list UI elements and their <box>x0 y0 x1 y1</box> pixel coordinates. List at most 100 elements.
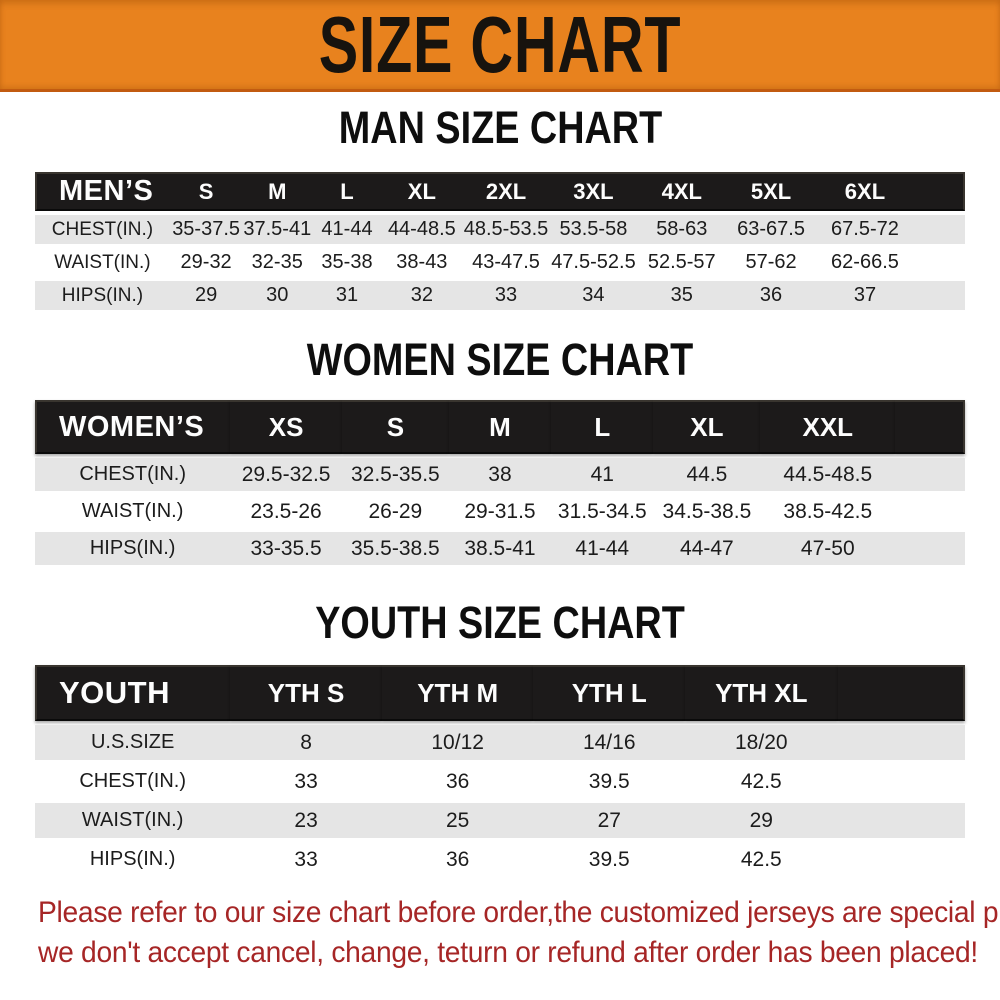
column-header: L <box>551 400 654 454</box>
size-value: 39.5 <box>588 769 630 793</box>
size-value: 43-47.5 <box>472 251 540 273</box>
table-row: HIPS(IN.) 33 36 39.5 42.5 <box>35 842 965 877</box>
size-value: 32 <box>381 281 462 310</box>
size-value: 33 <box>294 847 318 871</box>
column-header: XL <box>653 400 761 454</box>
column-header: YTH XL <box>685 665 838 721</box>
size-value: 36 <box>445 847 470 871</box>
size-value: 32.5-35.5 <box>341 458 449 491</box>
size-chart-banner: SIZE CHART <box>0 0 1000 92</box>
size-value: 23.5-26 <box>250 499 322 523</box>
table-row: WAIST(IN.) 29-32 32-35 35-38 38-43 43-47.5 47.… <box>35 248 965 277</box>
row-spacer-cell <box>837 725 965 760</box>
size-value: 37 <box>815 281 915 310</box>
size-value: 63-67.5 <box>726 215 816 244</box>
size-value: 41 <box>551 458 654 491</box>
youth-section-heading-text: YOUTH SIZE CHART <box>315 597 685 648</box>
corner-label: YOUTH <box>35 665 231 721</box>
size-value: 44-48.5 <box>381 215 462 244</box>
column-header: 2XL <box>461 172 551 211</box>
size-value: 38.5-42.5 <box>783 499 873 523</box>
corner-label: MEN’S <box>35 172 170 211</box>
man-section-heading: MAN SIZE CHART <box>0 102 1000 154</box>
table-header-row: YOUTH YTH S YTH M YTH L YTH XL <box>35 665 965 721</box>
corner-label: WOMEN’S <box>35 400 231 454</box>
column-header: M <box>448 400 552 454</box>
size-value: 31 <box>312 281 382 310</box>
row-spacer-cell <box>838 842 965 877</box>
women-section-heading: WOMEN SIZE CHART <box>0 334 1000 386</box>
size-value: 42.5 <box>740 769 782 793</box>
size-value: 39.5 <box>588 847 630 871</box>
size-value: 35 <box>636 281 727 310</box>
size-value: 58-63 <box>636 215 727 244</box>
size-value: 62-66.5 <box>831 251 899 273</box>
row-label: WAIST(IN.) <box>35 803 231 838</box>
footnote-line-1: Please refer to our size chart before or… <box>38 896 1000 929</box>
size-value: 23 <box>230 803 382 838</box>
youth-size-section: YOUTH SIZE CHART YOUTH YTH S YTH M YTH L YTH… <box>0 597 1000 881</box>
size-value: 33 <box>461 281 551 310</box>
column-header: M <box>242 172 313 211</box>
size-value: 42.5 <box>740 847 782 871</box>
size-value: 27 <box>533 803 686 838</box>
women-section-heading-text: WOMEN SIZE CHART <box>306 334 694 385</box>
size-value: 33 <box>294 769 318 793</box>
man-section-heading-text: MAN SIZE CHART <box>338 102 662 153</box>
size-value: 34.5-38.5 <box>662 499 752 523</box>
table-row: CHEST(IN.) 29.5-32.5 32.5-35.5 38 41 44.5 44.5… <box>35 458 965 491</box>
row-label: CHEST(IN.) <box>35 215 170 244</box>
man-size-table: MEN’S S M L XL 2XL 3XL 4XL 5XL 6XL CHEST(IN.) 35-37… <box>35 168 965 314</box>
table-row: HIPS(IN.) 29 30 31 32 33 34 35 36 37 <box>35 281 965 310</box>
table-row: CHEST(IN.) 33 36 39.5 42.5 <box>35 764 965 799</box>
row-label: CHEST(IN.) <box>35 458 231 491</box>
row-label: U.S.SIZE <box>35 725 231 760</box>
size-value: 26-29 <box>368 499 423 523</box>
column-header: XXL <box>760 400 896 454</box>
size-value: 38-43 <box>396 251 448 273</box>
youth-section-heading: YOUTH SIZE CHART <box>0 597 1000 649</box>
size-value: 44.5 <box>653 458 761 491</box>
size-value: 29-31.5 <box>464 499 536 523</box>
size-value: 36 <box>726 281 816 310</box>
table-row: CHEST(IN.) 35-37.5 37.5-41 41-44 44-48.5 48.5… <box>35 215 965 244</box>
size-value: 10/12 <box>381 725 534 760</box>
size-value: 29 <box>685 803 838 838</box>
column-header: XS <box>230 400 342 454</box>
size-value: 31.5-34.5 <box>557 499 647 523</box>
table-header-row: MEN’S S M L XL 2XL 3XL 4XL 5XL 6XL <box>35 172 965 211</box>
column-header: S <box>341 400 449 454</box>
row-spacer-cell <box>895 458 965 491</box>
size-value: 57-62 <box>745 251 797 273</box>
size-value: 52.5-57 <box>647 251 716 273</box>
size-value: 30 <box>242 281 313 310</box>
table-row: U.S.SIZE 8 10/12 14/16 18/20 <box>35 725 965 760</box>
row-spacer-cell <box>837 803 965 838</box>
column-header: S <box>169 172 243 211</box>
size-value: 36 <box>445 769 470 793</box>
size-value: 8 <box>230 725 382 760</box>
youth-size-table: YOUTH YTH S YTH M YTH L YTH XL U.S.SIZE 8 10/12… <box>35 661 965 881</box>
row-label: HIPS(IN.) <box>35 532 231 565</box>
size-value: 32-35 <box>251 251 303 273</box>
size-value: 29.5-32.5 <box>230 458 342 491</box>
footnote-line-2: we don't accept cancel, change, teturn o… <box>38 936 978 969</box>
man-size-section: MAN SIZE CHART MEN’S S M L XL 2XL 3XL 4XL 5XL 6XL… <box>0 102 1000 314</box>
size-value: 41-44 <box>551 532 654 565</box>
size-value: 35-38 <box>321 251 373 273</box>
size-value: 14/16 <box>533 725 686 760</box>
women-size-table: WOMEN’S XS S M L XL XXL CHEST(IN.) 29.5-32.5 32.5… <box>35 396 965 569</box>
size-value: 67.5-72 <box>815 215 915 244</box>
row-label: WAIST(IN.) <box>81 500 184 522</box>
column-header: 5XL <box>726 172 816 211</box>
size-value: 47.5-52.5 <box>551 251 636 273</box>
row-label: HIPS(IN.) <box>35 281 170 310</box>
banner-title: SIZE CHART <box>318 0 682 89</box>
size-value: 44.5-48.5 <box>760 458 896 491</box>
table-header-row: WOMEN’S XS S M L XL XXL <box>35 400 965 454</box>
size-value: 29-32 <box>180 251 232 273</box>
row-spacer-cell <box>914 215 965 244</box>
row-spacer-cell <box>895 495 965 528</box>
size-value: 38.5-41 <box>448 532 552 565</box>
row-label: CHEST(IN.) <box>79 770 186 792</box>
